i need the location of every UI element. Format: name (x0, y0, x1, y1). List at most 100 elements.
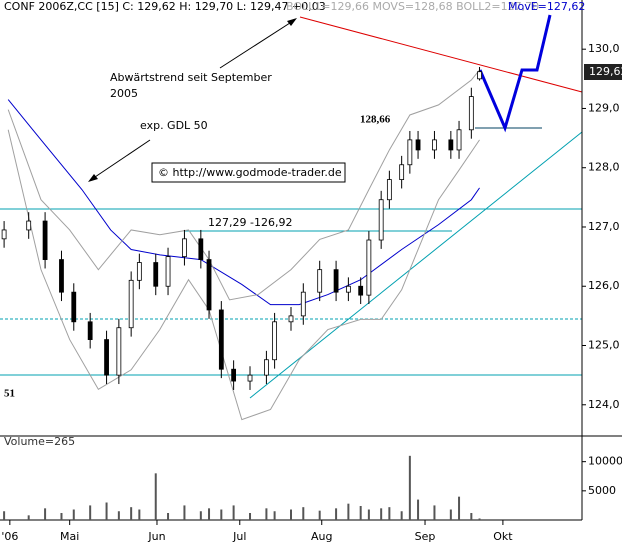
volume-bar (27, 515, 30, 520)
volume-bar (89, 505, 92, 520)
candle-body (366, 239, 372, 296)
candle-body (288, 315, 294, 323)
x-tick-label: Sep (415, 530, 436, 543)
candle-body (399, 164, 405, 180)
candle-body (59, 259, 64, 293)
arrow (91, 139, 151, 180)
candle-body (300, 291, 306, 317)
volume-bar (449, 509, 452, 520)
volume-bar (408, 455, 411, 520)
candle-body (218, 309, 224, 370)
volume-bar (417, 499, 420, 520)
volume-bar (220, 509, 223, 520)
volume-bar (290, 509, 292, 520)
volume-bar (265, 508, 268, 520)
annotation: 127,29 -126,92 (208, 216, 292, 229)
volume-bar (318, 510, 321, 520)
candle-body (87, 321, 93, 340)
candle-body (386, 179, 392, 201)
annotation: 2005 (110, 87, 138, 100)
x-tick-label: Jul (232, 530, 246, 543)
candle-body (272, 321, 278, 361)
y-tick-label: 127,0 (588, 220, 620, 233)
volume-bar (44, 508, 47, 520)
candle-body (182, 238, 187, 258)
candle-body (136, 262, 142, 281)
price-box (584, 64, 622, 80)
copyright-box (151, 162, 346, 183)
y-tick-label: 126,0 (588, 279, 620, 292)
y-tick-label: 125,0 (588, 339, 620, 352)
volume-bar (117, 511, 120, 520)
header: CONF 2006Z,CC [15] C: 129,62 H: 129,70 L… (4, 0, 326, 13)
volume-bar (105, 502, 108, 520)
candle-body (477, 71, 482, 80)
y-tick-label: 130,0 (588, 42, 620, 55)
volume-bar (273, 511, 276, 520)
candle-body (198, 238, 204, 260)
volume-bar (347, 503, 350, 520)
y-tick-label: 124,0 (588, 398, 620, 411)
volume-bar (367, 509, 370, 520)
candle-body (231, 368, 237, 382)
volume-bar (249, 513, 252, 520)
volume-bar (60, 513, 63, 520)
volume-bar (470, 513, 473, 520)
candle-body (407, 139, 413, 166)
candle-body (415, 139, 421, 151)
candle-body (165, 256, 171, 287)
header-indicators: BOLL1=129,66 MOVS=128,68 BOLL2=127,70 (286, 0, 539, 13)
candle-body (153, 262, 159, 287)
volume-bar (130, 507, 133, 520)
candle-body (116, 327, 122, 376)
x-tick-label: Jun (147, 530, 165, 543)
volume-bar (400, 511, 403, 520)
volume-bar (359, 506, 362, 520)
arrowhead (287, 18, 297, 26)
candle-body (128, 279, 134, 329)
volume-bar (72, 509, 75, 520)
copyright: © http://www.godmode-trader.de (158, 166, 342, 179)
downtrend-line (299, 16, 583, 93)
candle-body (468, 96, 474, 131)
indicator-line (7, 69, 480, 301)
volume-bar (167, 513, 170, 520)
candle-body (247, 374, 253, 382)
candle-body (206, 259, 212, 311)
x-tick-label: Mai (60, 530, 79, 543)
volume-bar (433, 505, 436, 520)
candle-body (264, 359, 269, 376)
volume-bar (208, 508, 211, 520)
annotation: exp. GDL 50 (140, 119, 208, 132)
annotation: 128,66 (360, 114, 391, 126)
y-tick-label: 128,0 (588, 161, 620, 174)
volume-bar (335, 508, 338, 520)
arrowhead (88, 174, 98, 182)
volume-bar (3, 511, 6, 520)
volume-bar (388, 507, 391, 520)
x-tick-label: '06 (1, 530, 18, 543)
candle-body (42, 220, 48, 260)
volume-label: Volume=265 (4, 435, 75, 448)
volume-bar (154, 473, 157, 520)
candle-body (378, 199, 384, 241)
header-move: MovE=127,62 (508, 0, 585, 13)
candle-body (26, 220, 32, 231)
volume-bar (183, 505, 186, 520)
candle-body (432, 139, 437, 151)
candle-body (104, 339, 109, 376)
y-tick-label: 10000 (588, 455, 622, 468)
forecast (478, 14, 552, 133)
candle-body (1, 229, 7, 240)
annotation: Abwärtstrend seit September (110, 71, 272, 84)
volume-bar (478, 518, 481, 520)
plot (1, 66, 482, 421)
x-tick-label: Okt (493, 530, 513, 543)
indicator-line (7, 129, 480, 421)
volume-bar (199, 511, 202, 520)
candle-body (456, 129, 462, 151)
x-tick-label: Aug (311, 530, 332, 543)
candle-body (333, 269, 339, 293)
last-price: 129,62 (589, 65, 622, 78)
candle-body (345, 285, 351, 293)
